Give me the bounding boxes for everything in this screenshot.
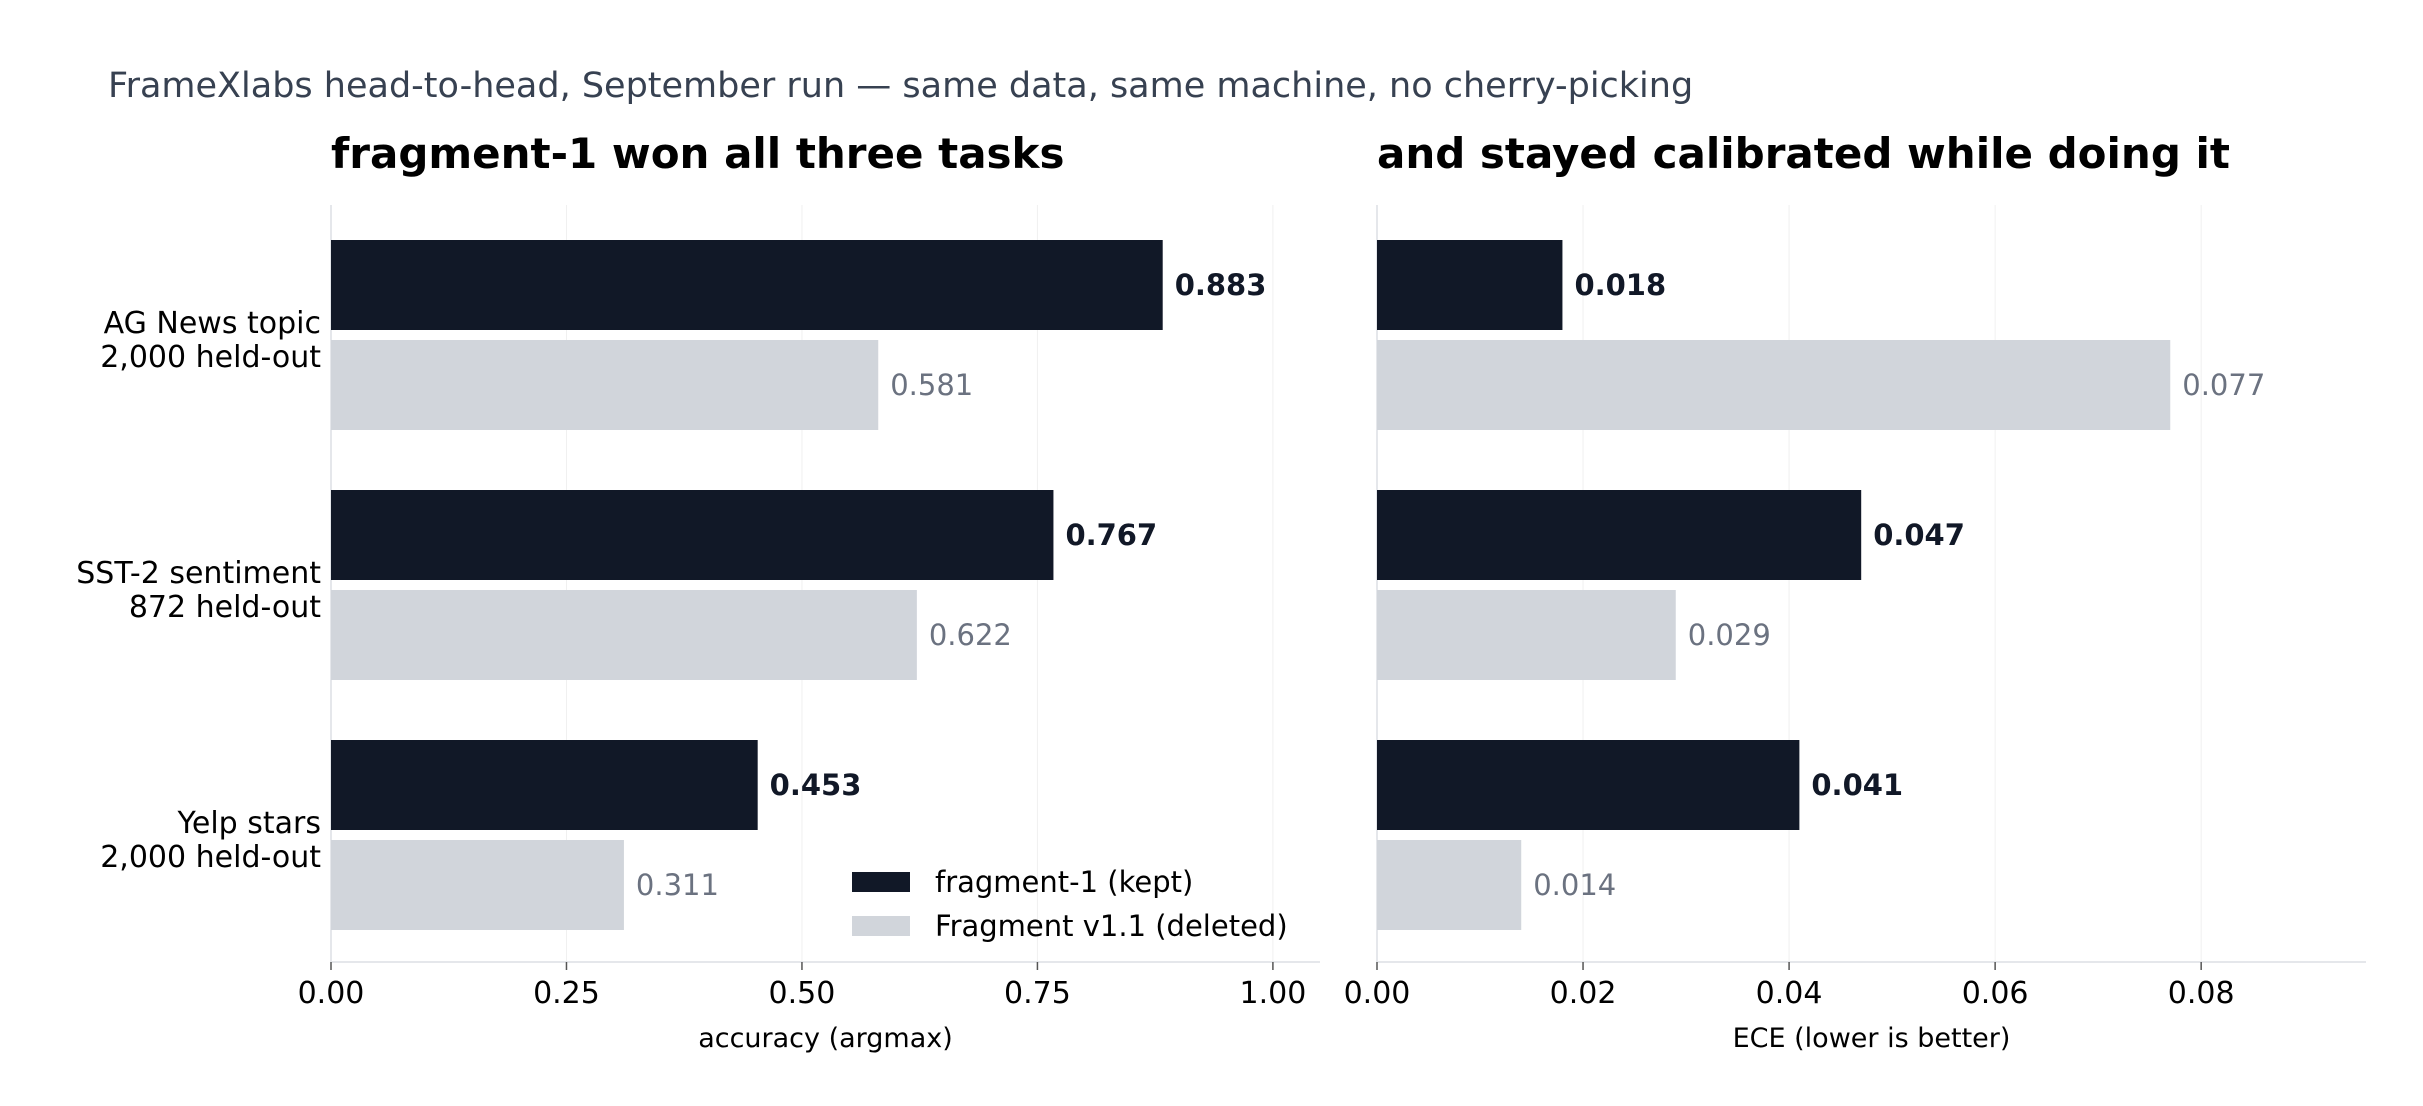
bar-kept [1377, 740, 1800, 830]
bar-kept [331, 740, 758, 830]
x-axis-label: ECE (lower is better) [1733, 1023, 2011, 1054]
legend-swatch-deleted [852, 916, 910, 936]
figure-suptitle: FrameXlabs head-to-head, September run —… [108, 66, 1693, 106]
bar-deleted [1377, 590, 1676, 680]
x-tick-label: 0.02 [1550, 976, 1617, 1011]
bar-deleted [331, 590, 917, 680]
data-label-deleted: 0.311 [636, 868, 719, 902]
x-tick-label: 0.06 [1962, 976, 2029, 1011]
bar-kept [1377, 490, 1862, 580]
x-tick-label: 0.00 [298, 976, 365, 1011]
x-tick-label: 0.08 [2168, 976, 2235, 1011]
panel-accuracy: fragment-1 won all three tasks 0.883 0.767… [76, 129, 1320, 1054]
legend-entry: fragment-1 (kept) [935, 865, 1193, 899]
data-label-deleted: 0.581 [890, 368, 973, 402]
category-label: SST-2 sentiment 872 held-out [76, 556, 321, 625]
panel-ece: and stayed calibrated while doing it 0.01… [1344, 129, 2366, 1054]
data-label-kept: 0.453 [770, 768, 862, 802]
data-label-kept: 0.018 [1574, 268, 1666, 302]
legend-entry: Fragment v1.1 (deleted) [935, 909, 1288, 943]
bar-deleted [331, 340, 879, 430]
bar-kept [331, 240, 1163, 330]
data-label-deleted: 0.029 [1688, 618, 1771, 652]
bar-kept [331, 490, 1054, 580]
x-tick-label: 0.00 [1344, 976, 1411, 1011]
category-label: Yelp stars 2,000 held-out [100, 806, 321, 875]
category-label: AG News topic 2,000 held-out [100, 306, 321, 375]
bar-kept [1377, 240, 1563, 330]
panel-title: and stayed calibrated while doing it [1377, 129, 2230, 178]
x-tick-label: 1.00 [1240, 976, 1307, 1011]
bar-deleted [331, 840, 624, 930]
legend-swatch-kept [852, 872, 910, 892]
x-tick-label: 0.75 [1004, 976, 1071, 1011]
bar-deleted [1377, 840, 1522, 930]
data-label-kept: 0.883 [1175, 268, 1267, 302]
x-tick-label: 0.04 [1756, 976, 1823, 1011]
data-label-deleted: 0.077 [2182, 368, 2265, 402]
x-tick-label: 0.50 [769, 976, 836, 1011]
data-label-kept: 0.041 [1811, 768, 1903, 802]
legend: fragment-1 (kept) Fragment v1.1 (deleted) [852, 865, 1288, 943]
data-label-deleted: 0.014 [1533, 868, 1616, 902]
data-label-kept: 0.767 [1065, 518, 1157, 552]
bar-deleted [1377, 340, 2171, 430]
panel-title: fragment-1 won all three tasks [331, 129, 1064, 178]
data-label-deleted: 0.622 [929, 618, 1012, 652]
x-tick-label: 0.25 [533, 976, 600, 1011]
data-label-kept: 0.047 [1873, 518, 1965, 552]
x-axis-label: accuracy (argmax) [698, 1023, 953, 1054]
